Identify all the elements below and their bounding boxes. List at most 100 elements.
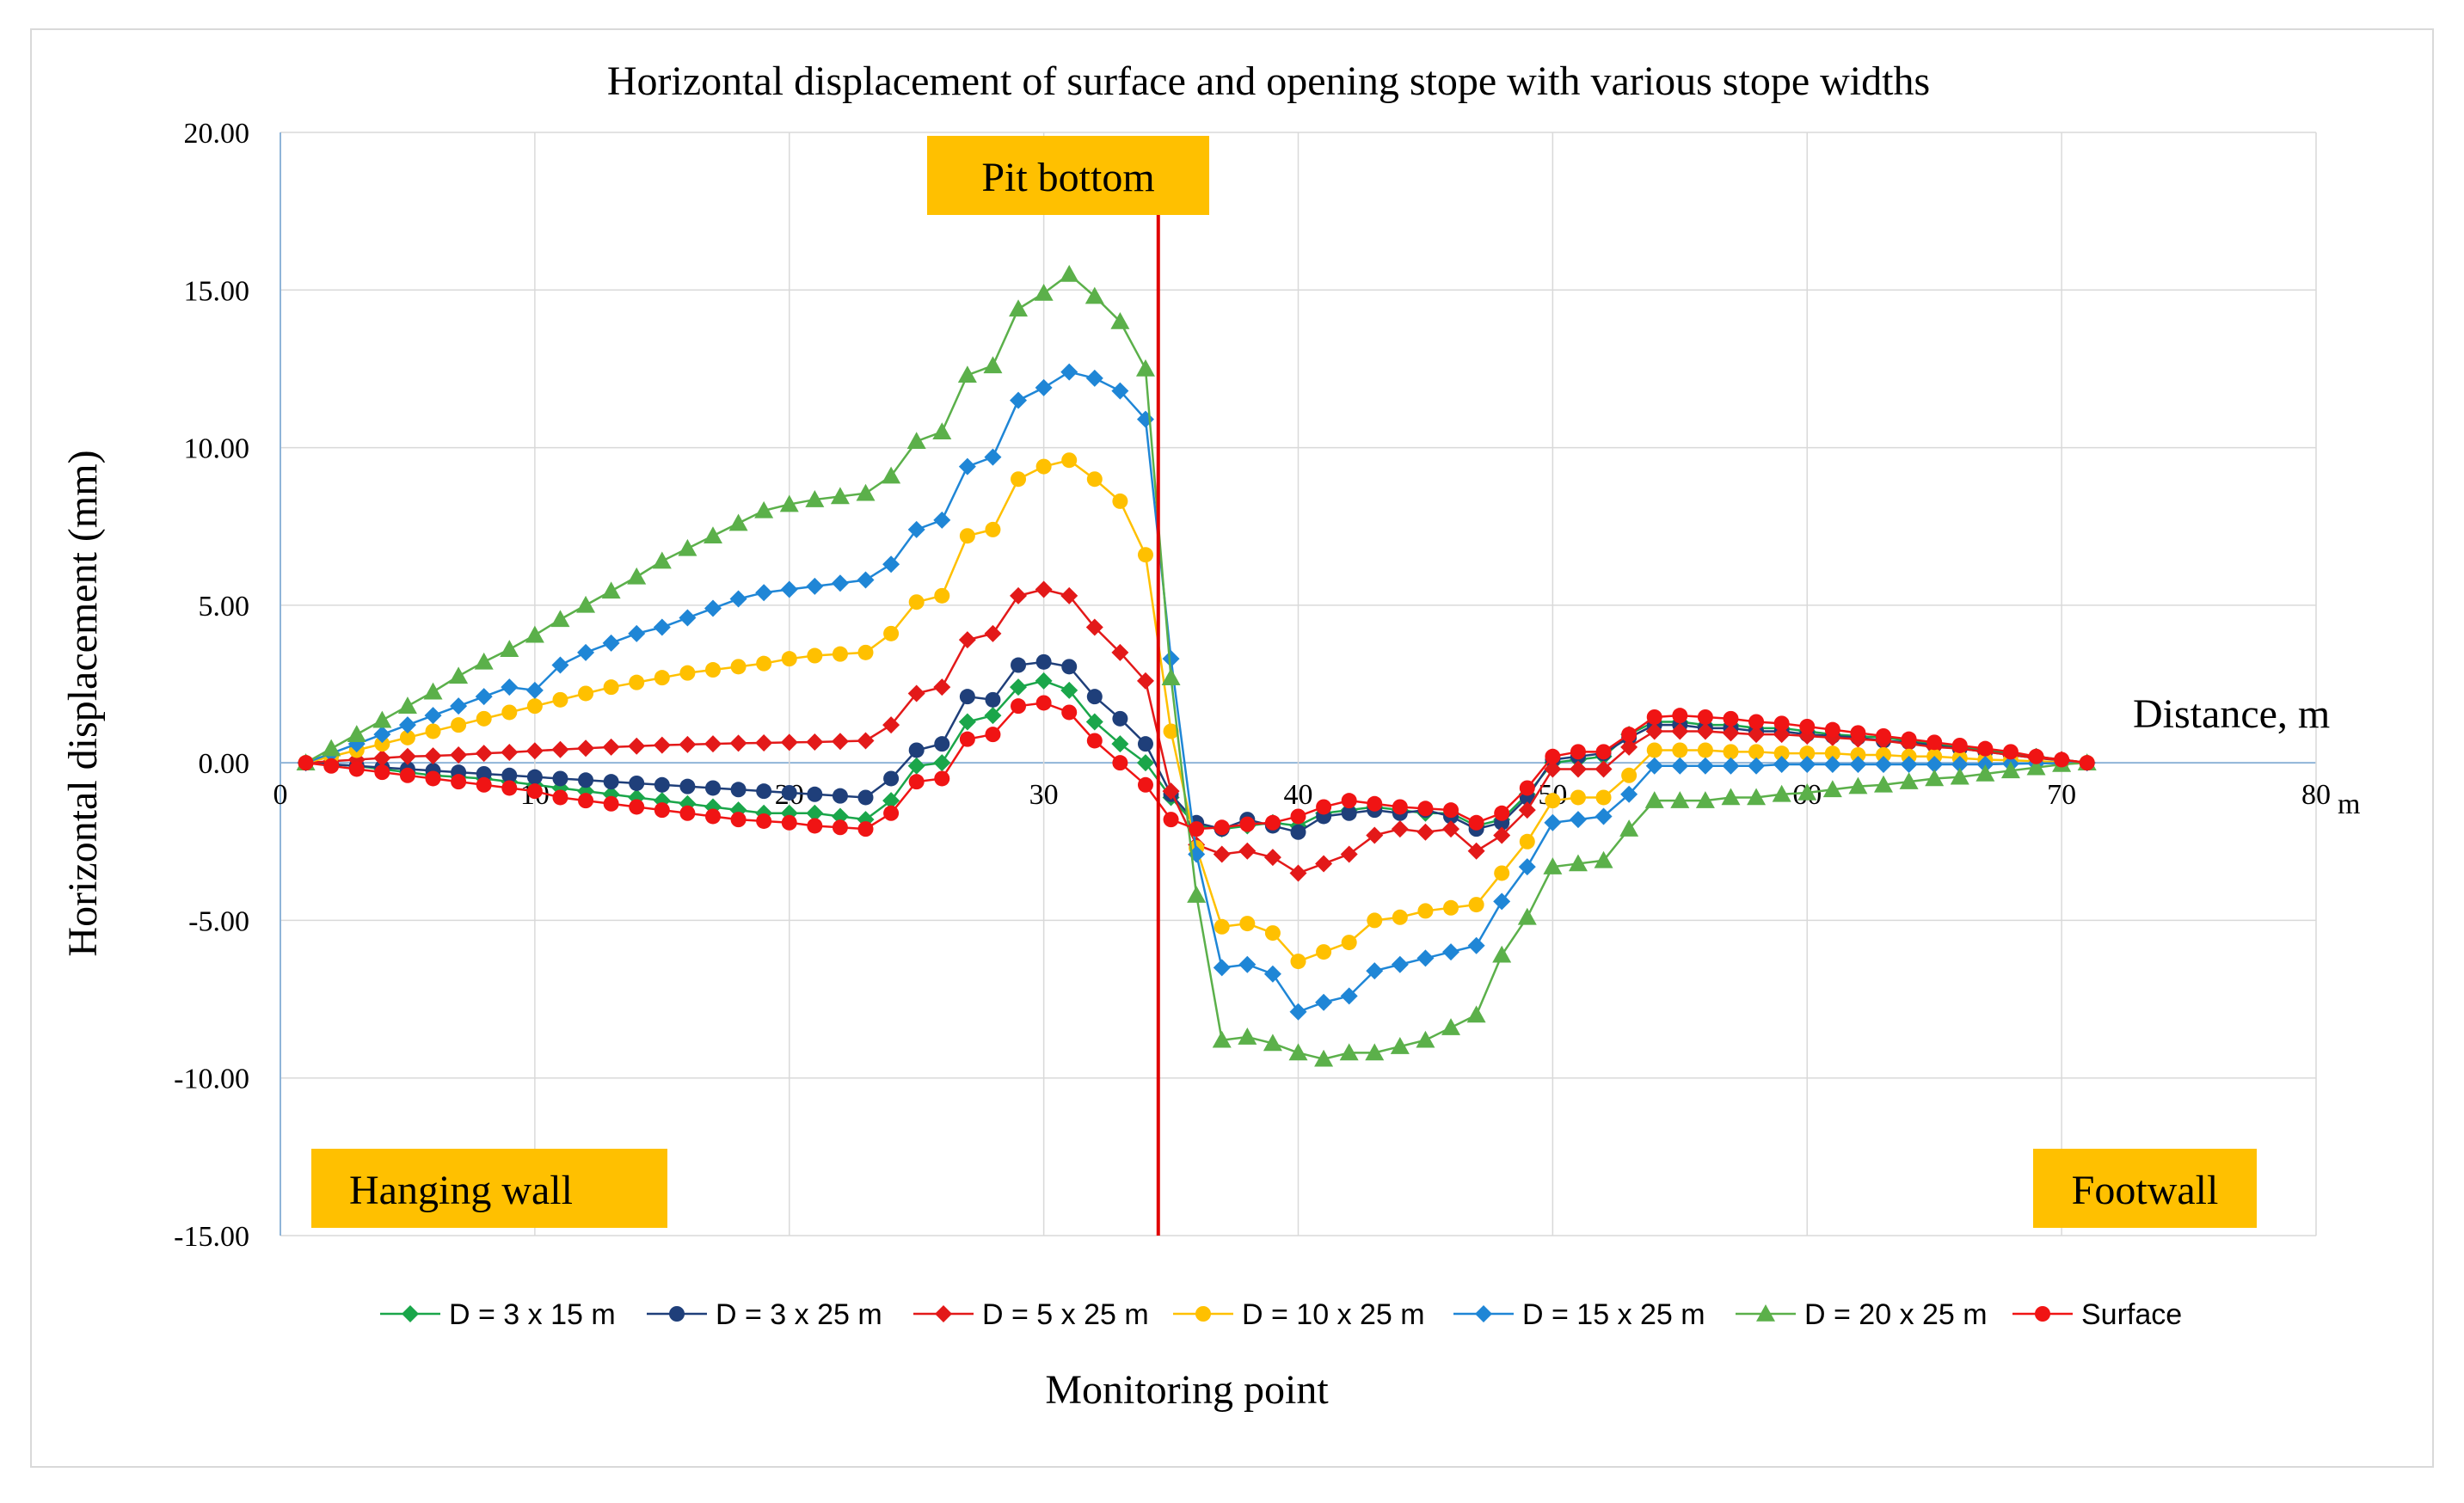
data-point	[449, 666, 469, 684]
data-point	[501, 744, 519, 762]
legend: D = 3 x 15 m D = 3 x 25 m D = 5 x 25 m D = …	[380, 1298, 2182, 1331]
data-point	[1772, 784, 1791, 802]
data-point	[1773, 745, 1790, 762]
data-point	[883, 625, 900, 641]
hanging-wall-label: Hanging wall	[349, 1168, 573, 1213]
data-point	[1392, 799, 1408, 815]
data-point	[654, 670, 670, 686]
data-point	[1747, 788, 1767, 806]
data-point	[298, 755, 314, 771]
pit-bottom-label: Pit bottom	[981, 155, 1154, 200]
data-point	[1289, 1003, 1307, 1021]
data-point	[1468, 814, 1484, 831]
data-point	[704, 599, 722, 617]
data-point	[1822, 780, 1842, 798]
data-point	[908, 774, 925, 790]
data-point	[755, 584, 773, 602]
data-point	[1214, 819, 1230, 836]
legend-item: D = 15 x 25 m	[1453, 1298, 1705, 1331]
data-point	[1035, 580, 1053, 598]
data-point	[501, 767, 518, 783]
data-point	[1823, 755, 1841, 773]
data-point	[1137, 736, 1153, 752]
data-point	[1416, 823, 1435, 841]
data-point	[1925, 769, 1945, 787]
legend-marker	[2035, 1306, 2050, 1322]
data-point	[1112, 755, 1128, 771]
data-point	[1646, 709, 1662, 725]
data-point	[451, 774, 467, 790]
data-point	[1595, 807, 1613, 825]
data-point	[1061, 659, 1078, 675]
data-point	[1798, 755, 1816, 773]
y-tick-label: 15.00	[184, 275, 250, 307]
data-point	[525, 625, 544, 643]
data-point	[1850, 725, 1866, 741]
data-point	[1391, 955, 1409, 973]
data-point	[1137, 547, 1153, 563]
data-point	[959, 528, 975, 544]
data-point	[1545, 793, 1561, 809]
data-point	[1926, 734, 1943, 751]
data-point	[577, 643, 595, 661]
data-point	[1900, 755, 1918, 773]
data-point	[1519, 780, 1535, 796]
data-point	[1085, 713, 1103, 731]
data-point	[1850, 746, 1866, 763]
data-point	[323, 758, 340, 774]
data-point	[1035, 653, 1052, 670]
data-point	[1950, 767, 1969, 785]
data-point	[552, 789, 568, 806]
data-point	[1848, 776, 1868, 794]
data-point	[1416, 949, 1435, 967]
data-point	[807, 786, 823, 802]
data-point	[1849, 755, 1867, 773]
data-point	[1162, 650, 1180, 668]
hanging-wall-box	[311, 1149, 667, 1228]
data-point	[1367, 795, 1383, 812]
data-point	[1060, 586, 1078, 604]
data-point	[1061, 452, 1078, 469]
data-point	[1876, 727, 1892, 744]
data-point	[807, 818, 823, 834]
data-point	[805, 490, 825, 507]
data-point	[984, 448, 1002, 466]
data-point	[654, 776, 670, 793]
data-point	[1365, 1043, 1385, 1061]
data-point	[1162, 782, 1180, 801]
data-point	[1570, 744, 1586, 760]
data-point	[806, 577, 824, 595]
data-point	[756, 783, 772, 800]
data-point	[652, 551, 672, 569]
data-point	[957, 365, 977, 383]
data-point	[1721, 788, 1741, 806]
data-point	[398, 747, 416, 765]
data-point	[1314, 1049, 1334, 1067]
data-point	[552, 770, 568, 787]
data-point	[525, 742, 544, 760]
data-point	[1799, 745, 1816, 762]
data-point	[1340, 845, 1358, 863]
data-point	[475, 688, 493, 706]
data-point	[629, 799, 645, 815]
data-point	[756, 813, 772, 829]
data-point	[603, 679, 619, 696]
data-point	[372, 710, 392, 728]
data-point	[984, 624, 1002, 642]
data-point	[653, 618, 671, 636]
data-point	[578, 772, 594, 788]
data-point	[1239, 816, 1256, 832]
data-point	[1569, 811, 1587, 829]
data-point	[883, 770, 900, 787]
data-point	[1442, 820, 1460, 838]
data-point	[1646, 742, 1662, 758]
data-point	[424, 747, 442, 765]
data-point	[348, 761, 365, 777]
data-point	[1466, 1005, 1486, 1023]
data-point	[1341, 793, 1357, 809]
data-point	[322, 739, 341, 757]
data-point	[857, 732, 875, 750]
data-point	[602, 634, 620, 652]
data-point	[1568, 854, 1588, 872]
data-point	[1086, 689, 1103, 705]
